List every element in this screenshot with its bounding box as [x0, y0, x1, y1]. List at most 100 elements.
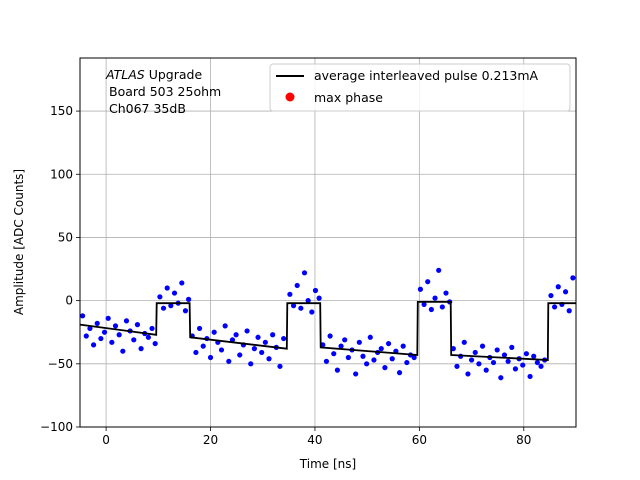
data-point — [237, 352, 243, 358]
data-point — [222, 323, 228, 329]
data-point — [345, 354, 351, 361]
data-point — [120, 348, 126, 354]
data-point — [404, 359, 410, 366]
x-tick-label: 60 — [412, 433, 427, 447]
data-point — [123, 318, 130, 324]
data-point — [338, 343, 344, 349]
data-point — [193, 349, 199, 356]
annotation-upgrade: Upgrade — [145, 67, 203, 82]
data-point — [266, 356, 272, 362]
x-tick-label: 80 — [516, 433, 531, 447]
data-point — [531, 353, 537, 359]
data-point — [479, 343, 486, 349]
data-point — [226, 358, 232, 364]
axis-ticks: 0 20 40 60 80 −100 −50 0 50 100 150 — [40, 104, 531, 447]
data-point — [80, 313, 86, 319]
data-point — [94, 320, 100, 326]
data-point — [309, 309, 315, 315]
data-point — [168, 303, 174, 309]
data-point — [411, 354, 417, 361]
data-point — [439, 304, 445, 310]
data-point — [200, 343, 206, 349]
data-point — [270, 332, 276, 338]
annotation-line-3: Ch067 35dB — [109, 101, 186, 116]
data-point — [157, 294, 163, 300]
data-point — [548, 292, 554, 299]
data-point — [98, 335, 104, 342]
legend-box — [269, 63, 571, 112]
y-tick-label: 0 — [65, 294, 73, 308]
data-point — [523, 351, 530, 357]
data-point — [432, 295, 438, 301]
annotation-atlas: ATLAS — [105, 67, 145, 82]
data-point — [262, 339, 268, 345]
data-point — [417, 286, 424, 292]
data-point — [353, 371, 359, 377]
data-point — [494, 347, 500, 353]
data-point — [454, 363, 460, 369]
legend-entry-average-pulse: average interleaved pulse 0.213mA — [314, 68, 539, 83]
y-tick-label: 150 — [50, 104, 73, 118]
data-point — [425, 279, 431, 285]
data-point — [505, 358, 511, 364]
data-point — [134, 322, 141, 328]
data-point — [468, 357, 475, 363]
data-point — [182, 308, 189, 314]
annotation-line-1: ATLAS Upgrade — [105, 67, 202, 82]
data-point — [87, 325, 93, 332]
data-point — [465, 371, 471, 377]
data-point — [555, 284, 561, 290]
data-point — [538, 363, 544, 369]
data-point — [483, 367, 489, 373]
data-point — [196, 325, 203, 332]
average-pulse-path — [79, 301, 576, 361]
data-point — [185, 296, 192, 302]
data-point — [364, 361, 370, 367]
legend-marker-swatch — [285, 92, 295, 102]
data-point — [331, 351, 337, 357]
legend: average interleaved pulse 0.213mA max ph… — [269, 63, 571, 112]
data-point — [248, 361, 254, 367]
y-tick-label: −100 — [40, 420, 73, 434]
data-point — [149, 325, 155, 332]
data-point — [527, 373, 533, 380]
data-point — [385, 340, 392, 347]
data-point — [229, 337, 236, 343]
data-point — [145, 334, 151, 340]
data-point — [443, 290, 449, 296]
x-axis-label: Time [ns] — [299, 457, 356, 471]
data-point — [109, 339, 115, 345]
plot-frame — [79, 57, 577, 428]
data-point — [255, 334, 261, 340]
y-tick-label: 100 — [50, 167, 73, 181]
data-point — [562, 289, 569, 295]
x-tick-label: 40 — [307, 433, 322, 447]
data-point — [164, 285, 170, 291]
data-point — [490, 359, 497, 366]
data-point — [520, 362, 526, 368]
data-point — [356, 339, 362, 345]
data-point — [367, 334, 373, 340]
data-point — [378, 346, 384, 352]
data-point — [316, 295, 322, 301]
x-tick-label: 20 — [203, 433, 218, 447]
data-point — [551, 304, 558, 310]
data-point — [90, 342, 97, 348]
data-point — [498, 375, 504, 381]
data-point — [131, 337, 137, 343]
data-point — [207, 354, 214, 361]
data-point — [512, 366, 519, 372]
data-point — [334, 367, 340, 373]
x-tick-label: 0 — [102, 433, 110, 447]
data-point — [105, 315, 111, 321]
data-point — [290, 303, 297, 309]
data-point — [218, 347, 225, 353]
data-point — [305, 298, 311, 304]
data-point — [534, 359, 540, 366]
data-point — [259, 349, 265, 356]
data-point — [152, 340, 158, 347]
data-point — [179, 280, 185, 286]
data-point — [342, 337, 348, 343]
data-point — [298, 305, 304, 311]
